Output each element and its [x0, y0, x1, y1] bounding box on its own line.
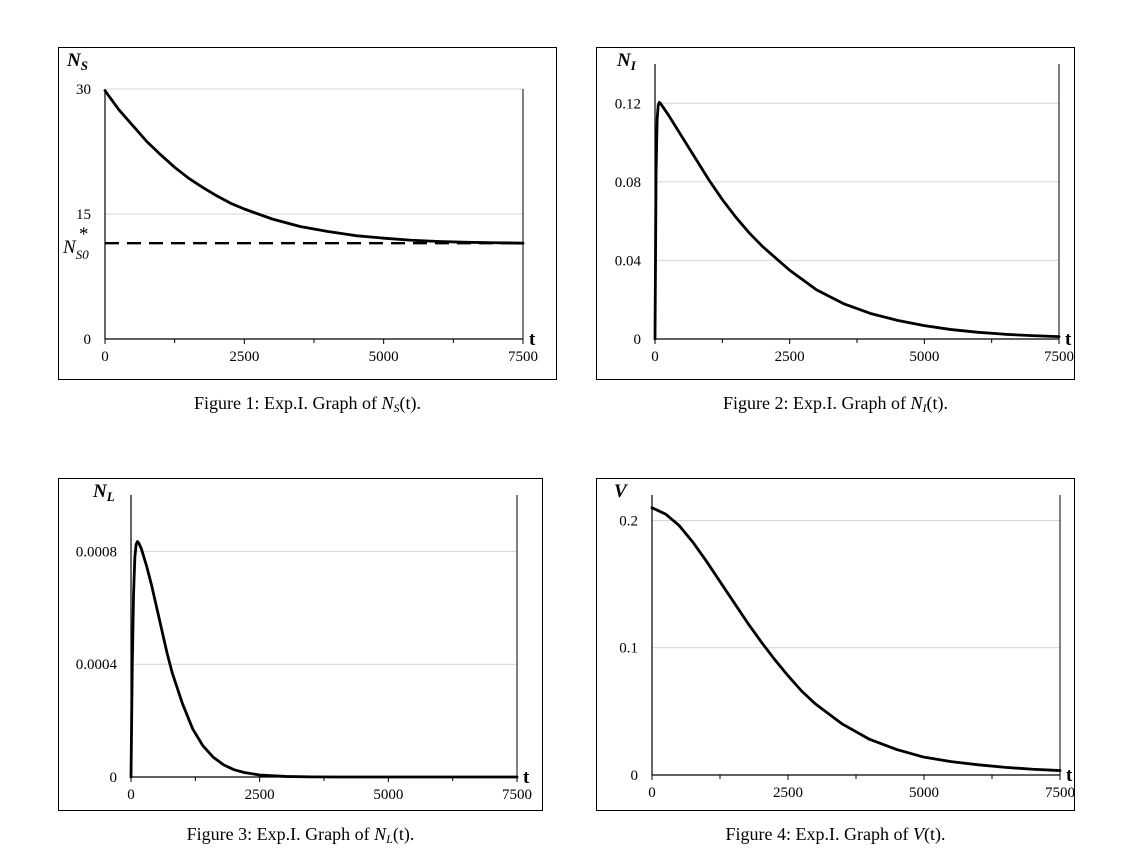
figure-2-frame: 0 2500 5000 7500 0 0.04 0.08 0.12 NI t [596, 47, 1075, 380]
fig3-x-axis-label: t [523, 767, 530, 788]
figure-4-caption-prefix: Figure 4: Exp.I. Graph of [725, 824, 913, 844]
fig4-series-line-0 [650, 506, 1062, 772]
figure-3-chart: 0 2500 5000 7500 0 0.0004 0.0008 NL t [76, 481, 532, 803]
fig1-annotation-sup: * [78, 224, 88, 245]
fig1-x-tick-label-1: 2500 [229, 349, 259, 365]
fig2-y-tick-label-0: 0 [634, 332, 642, 348]
figure-2-caption-suffix: (t). [926, 393, 948, 413]
fig1-y-tick-label-2: 30 [76, 82, 91, 98]
figure-1-caption-sub: S [393, 401, 400, 415]
figure-1-caption-prefix: Figure 1: Exp.I. Graph of [194, 393, 382, 413]
fig1-x-tick-label-3: 7500 [508, 349, 538, 365]
fig2-y-axis-label-sub: I [630, 58, 637, 73]
fig1-x-tick-label-2: 5000 [369, 349, 399, 365]
fig4-y-axis-label: V [614, 481, 628, 502]
fig1-x-axis-label: t [529, 329, 536, 350]
figure-4-caption: Figure 4: Exp.I. Graph of V(t). [596, 824, 1075, 845]
fig3-y-tick-label-0: 0 [110, 770, 118, 786]
fig2-y-tick-label-3: 0.12 [615, 96, 641, 112]
fig3-x-tick-label-0: 0 [127, 787, 135, 803]
fig2-y-axis-label: NI [616, 50, 637, 73]
figure-3-caption-prefix: Figure 3: Exp.I. Graph of [186, 824, 375, 844]
fig2-x-tick-label-3: 7500 [1044, 349, 1074, 365]
figure-3-frame: 0 2500 5000 7500 0 0.0004 0.0008 NL t [58, 478, 543, 811]
figure-1-caption-suffix: (t). [399, 393, 421, 413]
fig1-y-tick-label-1: 15 [76, 207, 91, 223]
fig3-y-axis-label-sub: L [106, 489, 115, 504]
figure-1-caption-var: N [381, 393, 394, 413]
fig1-x-tick-label-0: 0 [101, 349, 109, 365]
figure-1-caption: Figure 1: Exp.I. Graph of NS(t). [58, 393, 557, 416]
figure-3-caption-sub: L [386, 832, 393, 846]
fig3-series-line-0 [129, 540, 519, 779]
fig4-y-tick-label-1: 0.1 [619, 641, 638, 657]
fig2-x-tick-label-2: 5000 [909, 349, 939, 365]
fig4-x-tick-label-1: 2500 [773, 785, 803, 801]
fig2-x-tick-label-1: 2500 [775, 349, 805, 365]
figure-1-frame: 0 2500 5000 7500 0 15 30 NS t NS0 * [58, 47, 557, 380]
fig2-x-tick-label-0: 0 [651, 349, 659, 365]
figure-3-caption-var: N [374, 824, 387, 844]
fig2-y-tick-label-1: 0.04 [615, 253, 642, 269]
fig2-y-tick-label-2: 0.08 [615, 175, 641, 191]
figure-2-caption: Figure 2: Exp.I. Graph of NI(t). [596, 393, 1075, 416]
fig1-y-axis-label: NS [66, 50, 88, 73]
fig2-x-axis-label: t [1065, 329, 1072, 350]
fig1-y-tick-label-0: 0 [84, 332, 92, 348]
fig4-x-tick-label-2: 5000 [909, 785, 939, 801]
figure-4-caption-var: V [912, 824, 924, 844]
fig2-series-line-0 [653, 100, 1061, 341]
fig4-x-tick-label-0: 0 [648, 785, 656, 801]
fig3-x-tick-label-3: 7500 [502, 787, 532, 803]
fig4-x-axis-label: t [1066, 765, 1073, 786]
figure-2-chart: 0 2500 5000 7500 0 0.04 0.08 0.12 NI t [615, 50, 1074, 365]
fig4-x-tick-label-3: 7500 [1045, 785, 1075, 801]
fig4-y-tick-label-2: 0.2 [619, 513, 638, 529]
fig3-y-tick-label-2: 0.0008 [76, 544, 117, 560]
figure-4-caption-suffix: (t). [923, 824, 946, 844]
fig3-y-axis-label: NL [92, 481, 115, 504]
fig3-x-tick-label-2: 5000 [373, 787, 403, 803]
figure-3-caption-suffix: (t). [392, 824, 415, 844]
figure-4-chart: 0 2500 5000 7500 0 0.1 0.2 Vt [614, 481, 1075, 801]
fig1-y-axis-label-sub: S [81, 58, 88, 73]
fig1-annotation-sub: S0 [76, 247, 90, 262]
fig1-series-line-0 [103, 89, 525, 245]
figure-2-caption-var: N [910, 393, 923, 413]
fig3-x-tick-label-1: 2500 [245, 787, 275, 803]
figure-3-caption: Figure 3: Exp.I. Graph of NL(t). [58, 824, 543, 847]
fig3-y-tick-label-1: 0.0004 [76, 657, 118, 673]
figure-2-caption-prefix: Figure 2: Exp.I. Graph of [723, 393, 911, 413]
figure-2-caption-sub: I [922, 401, 927, 415]
fig4-y-tick-label-0: 0 [631, 768, 639, 784]
